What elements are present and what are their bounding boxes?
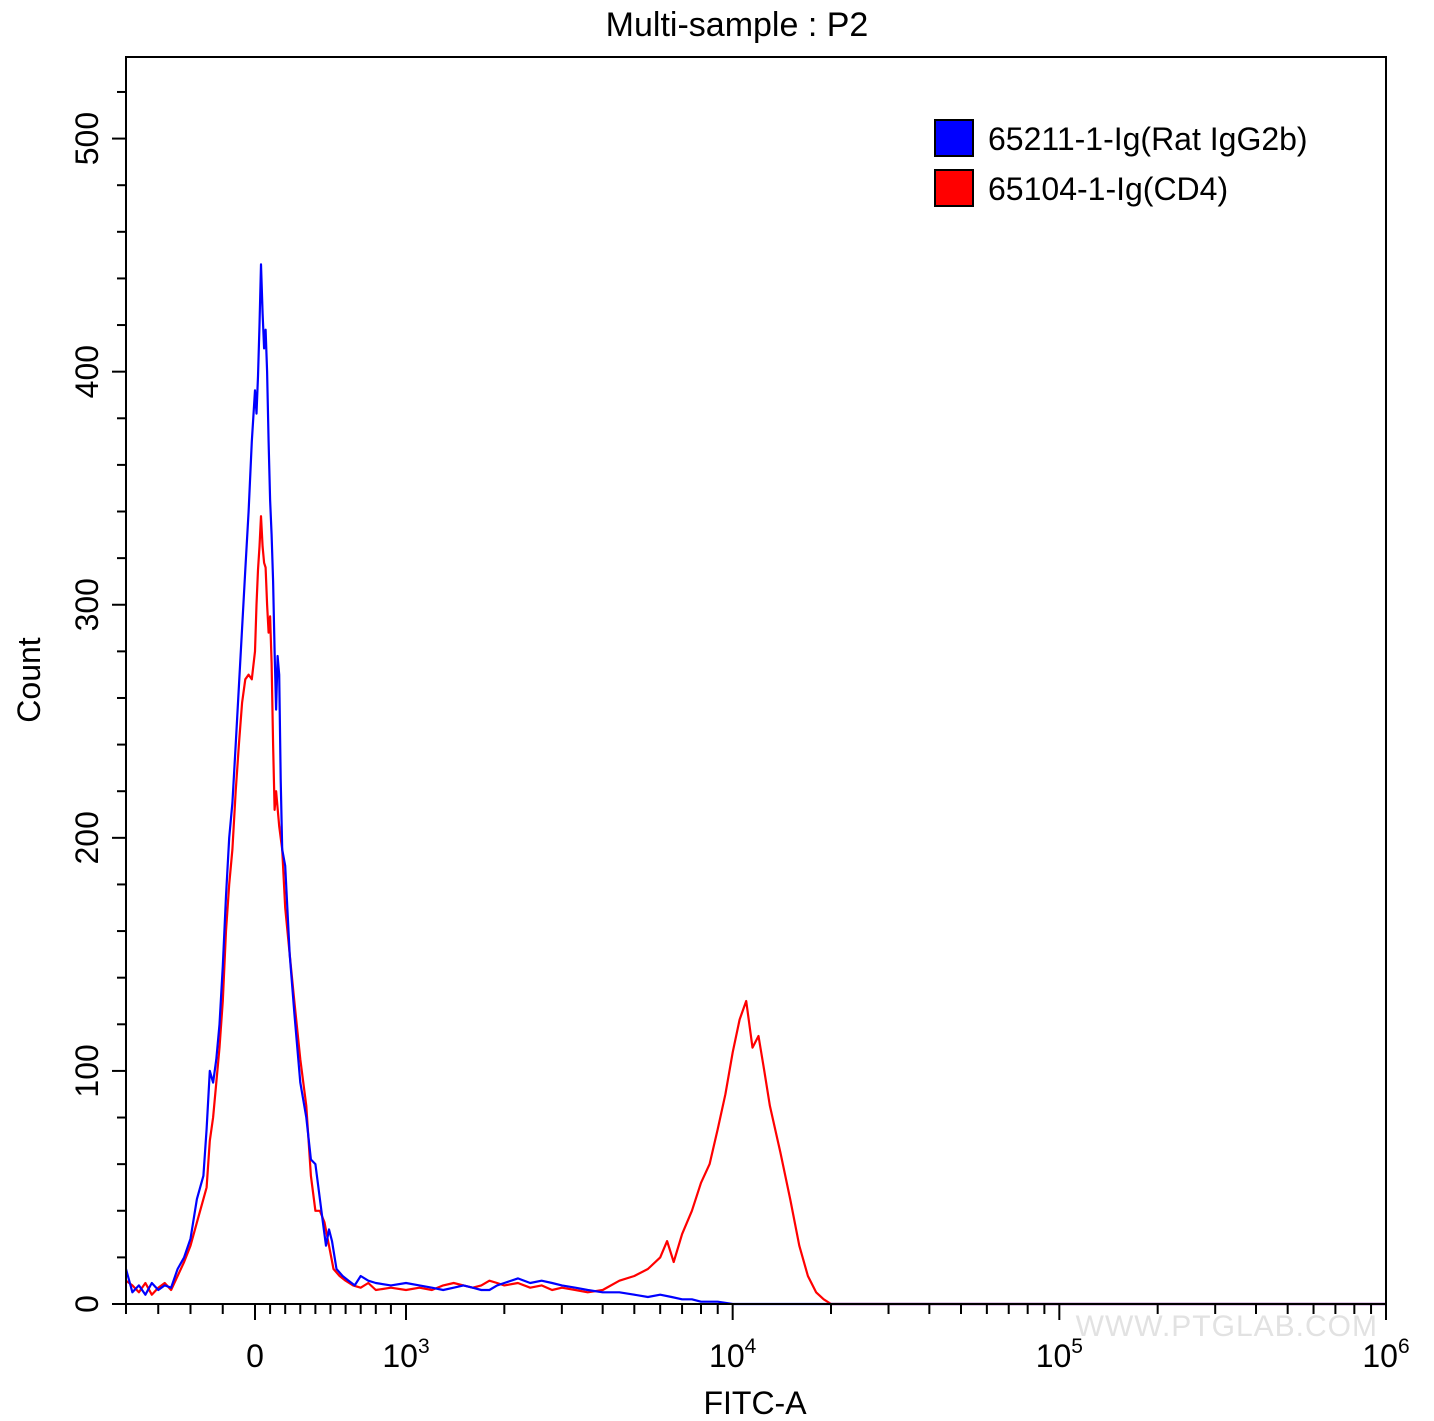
x-tick-label: 106 bbox=[1362, 1335, 1409, 1374]
y-tick-label: 400 bbox=[69, 345, 105, 398]
x-tick-label: 0 bbox=[246, 1338, 264, 1374]
y-tick-label: 100 bbox=[69, 1044, 105, 1097]
legend-entry: 65211-1-Ig(Rat IgG2b) bbox=[988, 121, 1308, 157]
x-tick-label: 103 bbox=[382, 1335, 429, 1374]
series-line bbox=[125, 515, 1386, 1306]
y-tick-label: 0 bbox=[69, 1295, 105, 1313]
x-tick-label: 105 bbox=[1036, 1335, 1083, 1374]
legend: 65211-1-Ig(Rat IgG2b) 65104-1-Ig(CD4) bbox=[934, 119, 1308, 207]
plot-frame bbox=[125, 56, 1387, 1305]
y-axis: 0 100 200 300 400 500 bbox=[69, 90, 126, 1313]
y-tick-label: 500 bbox=[69, 112, 105, 165]
watermark: WWW.PTGLAB.COM bbox=[1076, 1310, 1378, 1343]
legend-entry: 65104-1-Ig(CD4) bbox=[988, 171, 1228, 207]
plot-area bbox=[124, 263, 1386, 1306]
series-line bbox=[124, 263, 1386, 1306]
y-axis-label: Count bbox=[11, 637, 47, 723]
y-tick-label: 200 bbox=[69, 811, 105, 864]
x-axis-label: FITC-A bbox=[703, 1385, 807, 1421]
chart-title: Multi-sample : P2 bbox=[606, 6, 869, 44]
y-tick-label: 300 bbox=[69, 578, 105, 631]
x-tick-label: 104 bbox=[709, 1335, 757, 1374]
legend-swatch bbox=[934, 119, 974, 157]
legend-swatch bbox=[934, 169, 974, 207]
